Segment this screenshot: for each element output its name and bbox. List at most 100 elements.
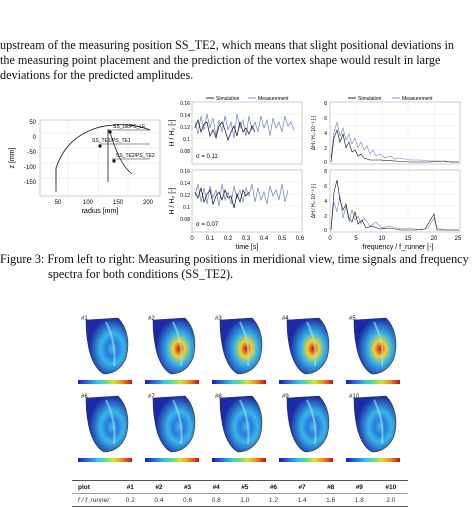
x-tick: 50 [55,200,62,206]
blade-contour [152,317,196,375]
x-tick: 0.5 [278,236,287,242]
y-axis-label-bottom: ΔH / H₀·10⁻³ [-] [311,183,317,218]
x-tick: 0 [328,236,332,242]
panel-number: #5 [349,316,356,322]
table-cell: #5 [230,480,260,494]
table-row: plot #1 #2 #3 #4 #5 #6 #7 #8 #9 #10 [72,480,408,494]
panel-number: #9 [282,394,289,400]
x-tick: 0.2 [224,236,233,242]
contour-panel: #5 [344,314,402,376]
table-cell: #3 [173,480,202,494]
panel-number: #3 [215,316,222,322]
x-tick: 0.1 [206,236,215,242]
y-tick: 0.16 [180,169,190,175]
contour-panel: #9 [277,392,335,454]
point-label-te1: SS_TE1/PS_TE1 [92,138,131,144]
colorbar [78,380,132,384]
panel-number: #1 [81,316,88,322]
blade-contour [85,317,129,375]
panel-number: #4 [282,316,289,322]
y-tick: 0.14 [180,181,190,187]
y-tick: 2 [324,146,327,152]
figure-3-caption: Figure 3: From left to right: Measuring … [0,252,474,282]
point-label-te2: SS_TE2/PS_TE2 [116,153,155,159]
x-tick: 200 [143,200,154,206]
contour-panel: #1 [76,314,134,376]
y-tick: 0.1 [183,137,190,143]
y-tick: 2 [324,214,327,220]
y-tick: 0.12 [180,193,190,199]
legend-measurement: Measurement [402,96,433,102]
y-tick: -100 [24,165,37,171]
paragraph-line: upstream of the measuring position SS_TE… [0,38,454,52]
x-tick: 0.6 [296,236,305,242]
frequency-table: plot #1 #2 #3 #4 #5 #6 #7 #8 #9 #10 f / f_runner 0.2… [72,480,408,507]
caption-line: Figure 3: From left to right: Measuring … [0,252,469,266]
contour-panel: #10 [344,392,402,454]
blade-contour [353,317,397,375]
contour-panel: #6 [76,392,134,454]
blade-contour [286,395,330,453]
blade-contour [85,395,129,453]
x-tick: 20 [431,236,438,242]
table-cell: #2 [144,480,174,494]
y-tick: 8 [324,101,327,107]
sigma-bottom: σ = 0.07 [196,222,219,228]
table-cell: #1 [116,480,145,494]
y-tick: 4 [324,131,327,137]
blade-contour [152,395,196,453]
y-axis-label: z [mm] [9,147,16,168]
x-tick: 15 [405,236,412,242]
y-tick: 0.14 [180,113,190,119]
table-cell: #6 [259,480,288,494]
x-tick: 25 [455,236,462,242]
x-axis-label: time [s] [236,244,259,251]
y-tick: 0 [33,135,37,141]
blade-contour [219,317,263,375]
x-tick: 100 [83,200,94,206]
panel-number: #8 [215,394,222,400]
table-cell: #4 [201,480,231,494]
x-axis-label: frequency / f_runner [-] [363,244,434,251]
y-tick: 50 [29,120,36,126]
y-tick: 8 [324,169,327,175]
panel-number: #10 [349,394,360,400]
meridional-view: SS_LE/PS_LE SS_TE1/PS_TE1 SS_TE2/PS_TE2 … [9,119,161,215]
y-tick: 0 [324,160,327,166]
row-label: plot [72,480,116,494]
figure-3: SS_LE/PS_LE SS_TE1/PS_TE1 SS_TE2/PS_TE2 … [9,96,462,251]
table-row: f / f_runner 0.2 0.4 0.6 0.8 1.0 1.2 1.4 1.6 1.8 2… [72,493,408,507]
colorbar [78,458,132,462]
y-axis-label-top: H / H₀ [-] [169,119,176,146]
legend-measurement: Measurement [258,96,289,102]
colorbar [279,380,333,384]
colorbar [346,458,400,462]
y-tick: 6 [324,116,327,122]
y-tick: 0.08 [180,149,190,155]
contour-panel: #3 [210,314,268,376]
legend-simulation: Simulation [358,96,382,102]
table-cell: #10 [373,480,408,494]
x-axis-label: radius [mm] [82,208,119,215]
blade-contour [353,395,397,453]
point-label-le: SS_LE/PS_LE [113,124,146,130]
legend-simulation: Simulation [216,96,240,102]
sigma-top: σ = 0.11 [196,154,218,160]
table-cell: #9 [345,480,374,494]
table-cell: #7 [287,480,317,494]
figure-4: #1 #2 #3 #4 #5 #6 #7 #8 #9 #10 plot #1 #2 #3 #4 #5 #6 #7 #… [72,312,408,507]
colorbar [145,380,199,384]
contour-panel: #4 [277,314,335,376]
y-tick: 0.1 [183,205,190,211]
y-axis-label-top: ΔH / H₀·10⁻³ [-] [311,115,317,150]
y-tick: 0.12 [180,125,190,131]
y-tick: 0.08 [180,217,190,223]
x-tick: 0.3 [242,236,251,242]
y-tick: 4 [324,199,327,205]
x-tick: 0 [190,236,194,242]
caption-line: spectra for both conditions (SS_TE2). [48,267,234,281]
y-tick: 6 [324,184,327,190]
body-paragraph: upstream of the measuring position SS_TE… [0,38,474,84]
blade-contour [219,395,263,453]
colorbar [346,380,400,384]
